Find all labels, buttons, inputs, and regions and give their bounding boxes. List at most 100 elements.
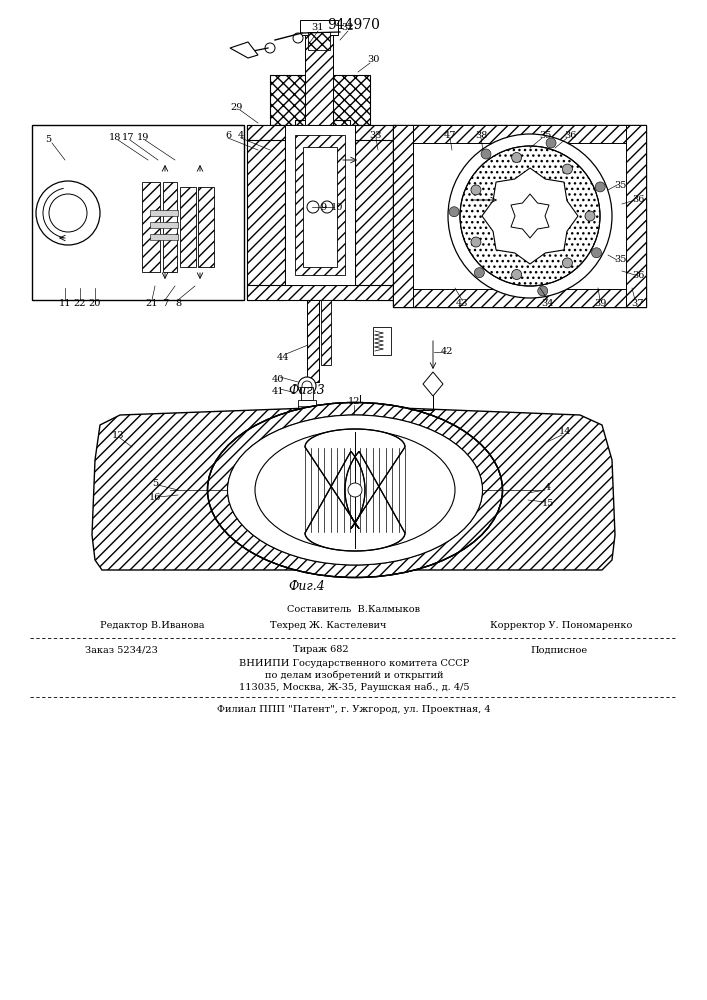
Polygon shape — [511, 194, 549, 238]
Circle shape — [293, 33, 303, 43]
Text: Подписное: Подписное — [530, 646, 587, 654]
Ellipse shape — [228, 415, 482, 565]
Bar — [393, 125, 646, 143]
Text: 14: 14 — [559, 428, 571, 436]
Text: 944970: 944970 — [327, 18, 380, 32]
Circle shape — [49, 194, 87, 232]
Text: 7: 7 — [162, 298, 168, 308]
Bar — [393, 289, 646, 307]
Ellipse shape — [207, 402, 503, 578]
Bar — [393, 125, 413, 307]
Bar — [626, 125, 646, 307]
Bar — [355, 125, 395, 300]
Text: 44: 44 — [276, 353, 289, 361]
Text: 35: 35 — [539, 130, 551, 139]
Circle shape — [265, 43, 275, 53]
Text: Тираж 682: Тираж 682 — [293, 646, 349, 654]
Text: 36: 36 — [563, 130, 576, 139]
Circle shape — [460, 146, 600, 286]
Text: Составитель  В.Калмыков: Составитель В.Калмыков — [288, 605, 421, 614]
Text: 39: 39 — [594, 298, 606, 308]
Circle shape — [562, 164, 573, 174]
Text: 31: 31 — [312, 23, 325, 32]
Circle shape — [512, 269, 522, 279]
Text: 36: 36 — [632, 196, 644, 205]
Text: 43: 43 — [456, 298, 468, 308]
Bar — [300, 20, 338, 35]
Bar — [307, 300, 319, 382]
Bar — [150, 222, 178, 228]
Text: Филиал ППП "Патент", г. Ужгород, ул. Проектная, 4: Филиал ППП "Патент", г. Ужгород, ул. Про… — [217, 704, 491, 714]
Text: Редактор В.Иванова: Редактор В.Иванова — [100, 621, 204, 631]
Text: 38: 38 — [475, 130, 487, 139]
Polygon shape — [305, 429, 405, 551]
Polygon shape — [92, 405, 615, 570]
Circle shape — [348, 483, 362, 497]
Circle shape — [298, 377, 316, 395]
Bar — [295, 120, 350, 155]
Text: 4: 4 — [238, 130, 244, 139]
Ellipse shape — [595, 182, 605, 192]
Circle shape — [512, 153, 522, 163]
Text: 16: 16 — [148, 493, 161, 502]
Text: 8: 8 — [175, 298, 181, 308]
Text: 11: 11 — [59, 298, 71, 308]
Bar — [308, 32, 330, 50]
Circle shape — [448, 134, 612, 298]
Circle shape — [307, 201, 319, 213]
Bar — [32, 125, 244, 300]
Text: 40: 40 — [271, 375, 284, 384]
Text: по делам изобретений и открытий: по делам изобретений и открытий — [264, 670, 443, 680]
Text: 47: 47 — [444, 130, 456, 139]
Circle shape — [321, 201, 333, 213]
Text: Корректор У. Пономаренко: Корректор У. Пономаренко — [490, 621, 632, 631]
Bar — [298, 400, 316, 412]
Polygon shape — [482, 168, 578, 264]
Text: 4: 4 — [545, 484, 551, 492]
Bar — [321, 300, 331, 365]
Bar — [305, 30, 333, 125]
Circle shape — [471, 185, 481, 195]
Polygon shape — [423, 372, 443, 396]
Text: 12: 12 — [348, 397, 361, 406]
Ellipse shape — [449, 207, 459, 217]
Text: 30: 30 — [367, 55, 379, 64]
Bar — [198, 187, 214, 267]
Text: Фиг.4: Фиг.4 — [288, 580, 325, 593]
Text: 19: 19 — [137, 132, 149, 141]
Polygon shape — [230, 42, 258, 58]
Text: 34: 34 — [542, 298, 554, 308]
Bar — [150, 234, 178, 240]
Bar — [180, 187, 196, 267]
Bar — [303, 147, 337, 267]
Text: 13: 13 — [112, 430, 124, 440]
Text: 10: 10 — [331, 202, 343, 212]
Bar — [247, 125, 395, 140]
Text: 15: 15 — [542, 498, 554, 508]
Text: Заказ 5234/23: Заказ 5234/23 — [85, 646, 158, 654]
Bar — [373, 327, 391, 355]
Bar — [247, 125, 285, 300]
Text: 37: 37 — [632, 298, 644, 308]
Ellipse shape — [255, 430, 455, 550]
Text: 35: 35 — [614, 180, 626, 190]
Text: 17: 17 — [122, 132, 134, 141]
Text: 5: 5 — [45, 135, 51, 144]
Text: 5: 5 — [152, 479, 158, 488]
Circle shape — [585, 211, 595, 221]
Text: 20: 20 — [89, 298, 101, 308]
Bar — [142, 182, 160, 272]
Ellipse shape — [546, 138, 556, 148]
Text: 35: 35 — [614, 255, 626, 264]
Text: 6: 6 — [225, 130, 231, 139]
Ellipse shape — [538, 286, 548, 296]
Text: Техред Ж. Кастелевич: Техред Ж. Кастелевич — [270, 621, 386, 631]
Text: 33: 33 — [370, 130, 382, 139]
Circle shape — [302, 381, 312, 391]
Text: 113035, Москва, Ж-35, Раушская наб., д. 4/5: 113035, Москва, Ж-35, Раушская наб., д. … — [239, 682, 469, 692]
Text: 32: 32 — [341, 23, 354, 32]
Bar — [247, 285, 395, 300]
Ellipse shape — [592, 248, 602, 258]
Text: 36: 36 — [632, 270, 644, 279]
Ellipse shape — [474, 268, 484, 278]
